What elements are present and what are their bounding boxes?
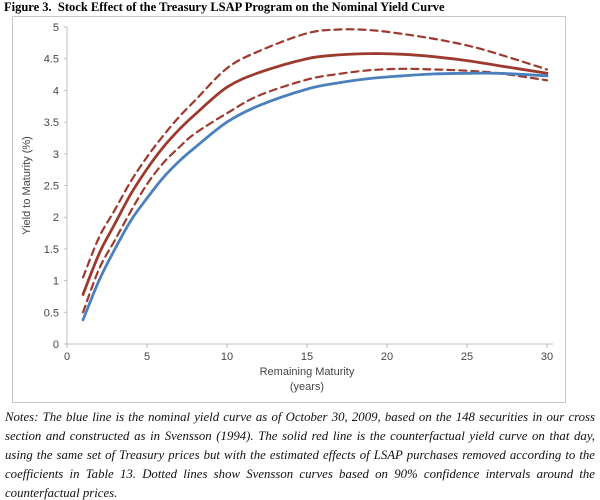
y-tick-label: 0	[53, 339, 59, 351]
x-tick-label: 5	[144, 351, 150, 363]
y-tick-label: 5	[53, 22, 59, 34]
ci-upper-line	[81, 28, 549, 279]
x-axis-subtitle: (years)	[290, 381, 324, 393]
chart-frame: 0 0.5 1 1.5 2 2.5 3 3.5 4 4.5 5 0 5 10 15 20 25 30 Remaini…	[12, 16, 566, 403]
y-tick-label: 3.5	[44, 117, 59, 129]
y-tick-label: 4.5	[44, 54, 59, 66]
y-axis-title: Yield to Maturity (%)	[21, 136, 33, 235]
figure-notes: Notes: The blue line is the nominal yiel…	[5, 410, 595, 500]
x-tick-label: 0	[64, 351, 70, 363]
nominal-yield-curve-line	[81, 71, 549, 322]
y-tick-label: 1.5	[44, 244, 59, 256]
yield-curve-chart: 0 0.5 1 1.5 2 2.5 3 3.5 4 4.5 5 0 5 10 15 20 25 30 Remaini…	[21, 22, 553, 393]
x-tick-label: 20	[381, 351, 393, 363]
y-tick-label: 4	[53, 85, 59, 97]
y-tick-label: 2.5	[44, 181, 59, 193]
x-tick-label: 10	[221, 351, 233, 363]
x-tick-label: 30	[541, 351, 553, 363]
x-tick-label: 25	[461, 351, 473, 363]
counterfactual-yield-curve-line	[81, 52, 549, 296]
ci-lower-line	[81, 67, 549, 314]
y-tick-label: 0.5	[44, 307, 59, 319]
figure-title: Figure 3. Stock Effect of the Treasury L…	[4, 0, 445, 14]
y-tick-label: 1	[53, 276, 59, 288]
x-axis-title: Remaining Maturity	[260, 366, 355, 378]
y-tick-label: 3	[53, 149, 59, 161]
y-tick-label: 2	[53, 212, 59, 224]
x-tick-label: 15	[301, 351, 313, 363]
